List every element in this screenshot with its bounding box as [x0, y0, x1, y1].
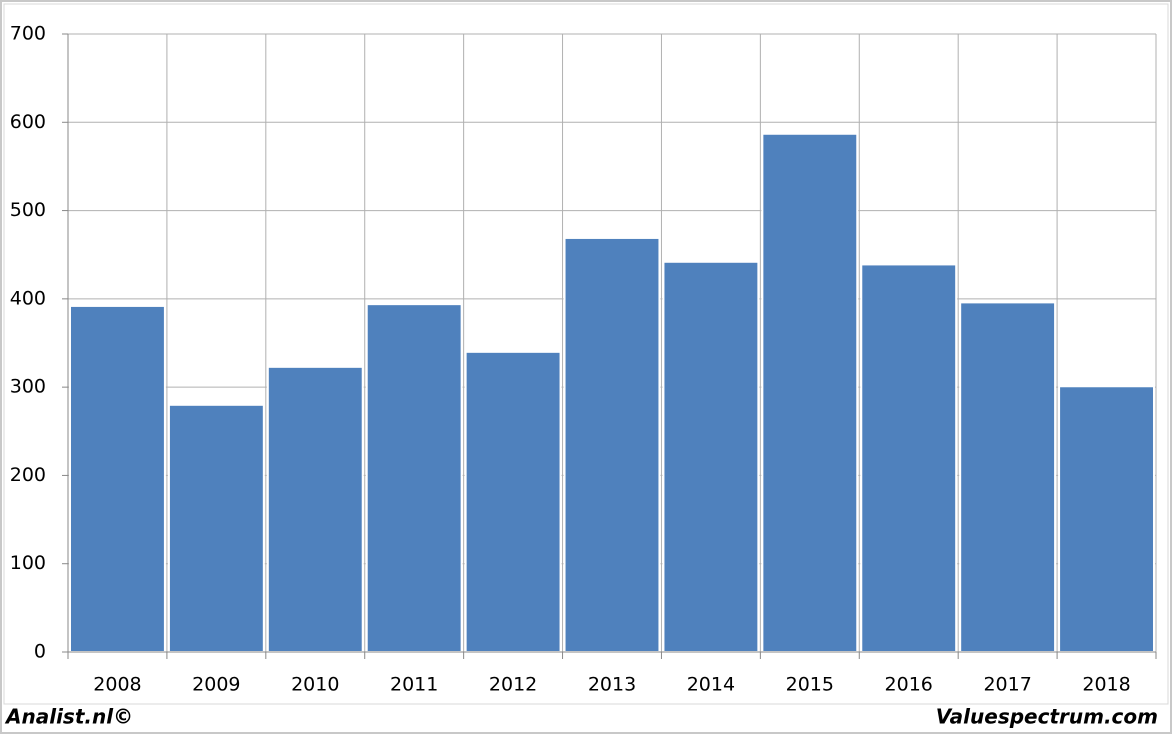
bar	[69, 304, 166, 653]
x-tick-label: 2016	[885, 674, 933, 696]
x-tick-label: 2012	[489, 674, 537, 696]
x-tick-label: 2014	[687, 674, 735, 696]
bar	[365, 303, 463, 653]
bar	[959, 301, 1057, 653]
x-tick-label: 2013	[588, 674, 636, 696]
x-tick-label: 2008	[93, 674, 141, 696]
x-tick-label: 2018	[1082, 674, 1130, 696]
bar	[464, 350, 562, 653]
y-tick-label: 700	[10, 23, 46, 45]
bar	[662, 260, 760, 653]
x-tick-label: 2010	[291, 674, 339, 696]
bar	[761, 132, 859, 653]
bar	[167, 403, 265, 653]
x-tick-label: 2011	[390, 674, 438, 696]
y-tick-label: 0	[34, 641, 46, 663]
y-tick-label: 200	[10, 464, 46, 486]
y-tick-label: 100	[10, 552, 46, 574]
x-tick-label: 2017	[983, 674, 1031, 696]
bar	[860, 263, 958, 653]
bar	[563, 236, 661, 653]
credit-left: Analist.nl©	[4, 705, 133, 729]
credit-right: Valuespectrum.com	[936, 705, 1158, 729]
bar	[1058, 385, 1156, 653]
x-tick-label: 2015	[786, 674, 834, 696]
bar	[266, 365, 364, 653]
y-tick-label: 300	[10, 376, 46, 398]
y-tick-label: 500	[10, 199, 46, 221]
y-tick-label: 600	[10, 111, 46, 133]
x-tick-label: 2009	[192, 674, 240, 696]
y-tick-label: 400	[10, 287, 46, 309]
